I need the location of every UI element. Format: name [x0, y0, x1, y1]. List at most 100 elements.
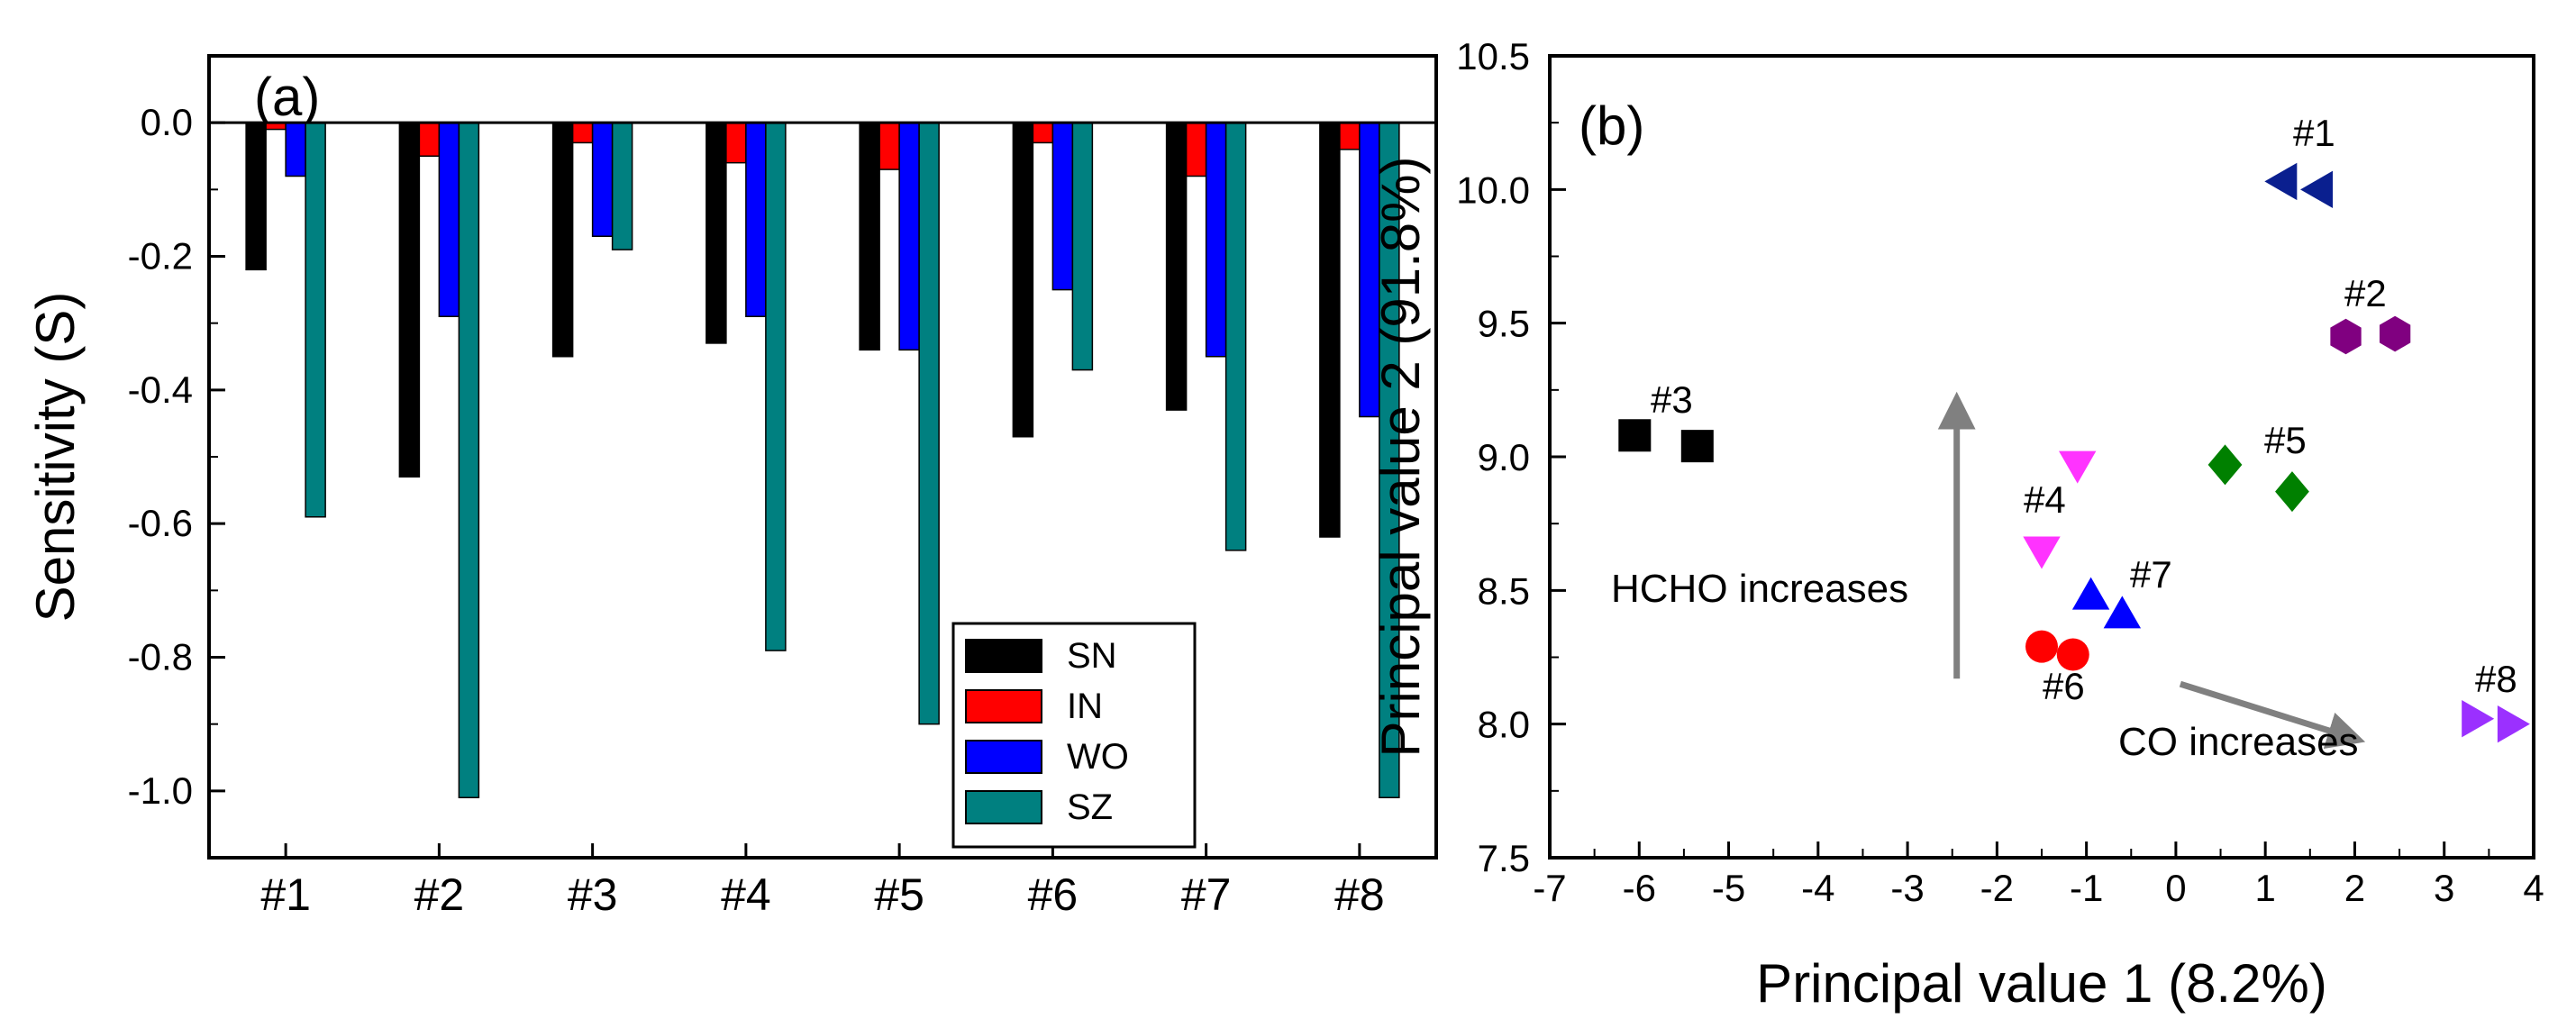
point-6-2	[2056, 638, 2089, 671]
bar-wo-1	[285, 122, 306, 177]
panel-b-y-tick-label: 7.5	[1478, 837, 1530, 879]
legend-label-sz: SZ	[1067, 787, 1113, 827]
point-4-1	[2023, 536, 2061, 569]
bar-sn-1	[245, 122, 267, 271]
panel-a-bar-chart: (a) Sensitivity (S) 0.0 -0.2 -0.4 -0.6 -0.8 -…	[25, 54, 1438, 920]
point-1-2	[2300, 170, 2334, 209]
point-1-1	[2264, 162, 2298, 201]
legend-label-in: IN	[1067, 687, 1103, 726]
bar-wo-3	[591, 122, 614, 238]
panel-b-y-tick-label: 8.0	[1478, 704, 1530, 746]
panel-b-x-tick-label: 4	[2523, 867, 2544, 909]
group-label-6: #6	[2043, 665, 2085, 707]
panel-b-y-tick-label: 8.5	[1478, 569, 1530, 612]
annotation-label-2: CO increases	[2118, 720, 2359, 764]
panel-b-y-tick-label: 10.5	[1456, 35, 1530, 77]
panel-a-x-tick-label: #6	[1028, 869, 1079, 920]
annotation-arrow-2	[2179, 680, 2366, 750]
bar-sn-4	[705, 122, 727, 344]
panel-b-x-tick-label: 3	[2434, 867, 2454, 909]
panel-a-y-tick-label: -0.2	[128, 235, 193, 277]
panel-b-scatter-chart: (b) Principal value 2 (91.8%) Principal …	[1370, 35, 2544, 1014]
legend-swatch-sz	[965, 790, 1042, 824]
panel-a-y-tick-label: 0.0	[141, 101, 193, 143]
panel-a-x-tick-label: #5	[874, 869, 924, 920]
legend-label-sn: SN	[1067, 636, 1117, 676]
point-5-2	[2275, 471, 2309, 513]
panel-a-bars	[245, 122, 1400, 798]
legend-swatch-wo	[965, 740, 1042, 774]
point-2-1	[2330, 318, 2362, 355]
legend-swatch-in	[965, 689, 1042, 723]
bar-sn-2	[398, 122, 421, 478]
bar-wo-5	[898, 122, 920, 351]
bar-in-3	[571, 122, 594, 144]
panel-a-x-tick-label: #8	[1334, 869, 1385, 920]
bar-wo-2	[438, 122, 460, 317]
panel-a-x-tick-label: #4	[721, 869, 771, 920]
panel-a-y-axis-label: Sensitivity (S)	[25, 292, 86, 623]
panel-a-x-tick-label: #2	[414, 869, 465, 920]
bar-sz-5	[918, 122, 940, 725]
panel-b-y-ticks: 7.5 8.0 8.5 9.0 9.5 10.0 10.5	[1456, 35, 1566, 879]
point-5-1	[2207, 444, 2243, 486]
bar-sz-2	[458, 122, 480, 798]
bar-in-4	[725, 122, 747, 164]
panel-b-group-labels: #1 #2 #3 #4 #5 #6 #7 #8	[1651, 112, 2517, 707]
panel-b-x-tick-label: -6	[1623, 867, 1656, 909]
panel-b-y-tick-label: 9.5	[1478, 303, 1530, 345]
group-label-3: #3	[1651, 378, 1693, 421]
panel-b-points	[1618, 162, 2530, 743]
panel-b-x-axis-label: Principal value 1 (8.2%)	[1756, 953, 2327, 1014]
panel-b-x-ticks: -7 -6 -5 -4 -3 -2 -1 0 1 2 3 4	[1533, 842, 2544, 909]
bar-sz-3	[611, 122, 633, 250]
point-2-2	[2379, 315, 2411, 352]
panel-a-x-ticks: #1 #2 #3 #4 #5 #6 #7 #8	[260, 843, 1385, 920]
panel-b-x-tick-label: -5	[1712, 867, 1745, 909]
bar-in-8	[1339, 122, 1361, 150]
panel-b-y-axis-label: Principal value 2 (91.8%)	[1370, 156, 1431, 757]
legend-label-wo: WO	[1067, 737, 1129, 777]
panel-b-x-tick-label: 1	[2255, 867, 2276, 909]
point-3-2	[1680, 430, 1714, 463]
panel-a-legend: SN IN WO SZ	[951, 622, 1197, 849]
panel-b-x-tick-label: -2	[1980, 867, 2014, 909]
bar-sn-7	[1165, 122, 1188, 411]
panel-b-x-tick-label: -3	[1890, 867, 1924, 909]
point-8-1	[2462, 700, 2495, 738]
legend-swatch-sn	[965, 639, 1042, 673]
bar-in-6	[1032, 122, 1054, 144]
group-label-1: #1	[2293, 112, 2335, 154]
panel-b-label: (b)	[1579, 96, 1644, 156]
bar-sn-6	[1012, 122, 1034, 438]
panel-b-y-tick-label: 10.0	[1456, 168, 1530, 211]
bar-sz-7	[1224, 122, 1247, 551]
panel-b-x-tick-label: -1	[2070, 867, 2103, 909]
panel-b-x-tick-label: -4	[1801, 867, 1834, 909]
group-label-8: #8	[2475, 658, 2517, 700]
point-3-1	[1618, 419, 1652, 452]
panel-b-x-tick-label: -7	[1533, 867, 1566, 909]
point-4-2	[2059, 450, 2097, 484]
point-7-1	[2071, 577, 2110, 610]
panel-a-frame	[207, 54, 1438, 860]
panel-a-y-tick-label: -0.6	[128, 502, 193, 544]
panel-b-x-tick-label: 0	[2165, 867, 2186, 909]
panel-a-y-tick-label: -0.8	[128, 636, 193, 678]
bar-in-7	[1185, 122, 1207, 177]
panel-a-y-ticks: 0.0 -0.2 -0.4 -0.6 -0.8 -1.0	[128, 55, 225, 859]
panel-a-x-tick-label: #7	[1181, 869, 1232, 920]
point-8-2	[2497, 705, 2530, 743]
panel-a-label: (a)	[254, 67, 320, 127]
panel-b-annotations: HCHO increases CO increases	[1611, 391, 2366, 764]
panel-a-x-tick-label: #1	[260, 869, 311, 920]
bar-in-2	[418, 122, 441, 158]
panel-b-x-tick-label: 2	[2344, 867, 2365, 909]
point-7-2	[2103, 596, 2142, 629]
bar-sn-3	[551, 122, 574, 358]
panel-a-x-tick-label: #3	[568, 869, 618, 920]
bar-sn-5	[859, 122, 880, 351]
group-label-2: #2	[2344, 272, 2387, 314]
bar-wo-7	[1205, 122, 1227, 358]
